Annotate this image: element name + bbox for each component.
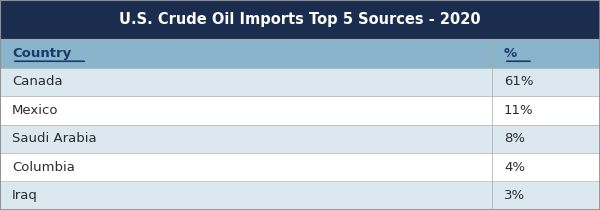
- Text: %: %: [504, 47, 517, 60]
- Text: Country: Country: [12, 47, 71, 60]
- Text: Saudi Arabia: Saudi Arabia: [12, 132, 97, 145]
- Text: U.S. Crude Oil Imports Top 5 Sources - 2020: U.S. Crude Oil Imports Top 5 Sources - 2…: [119, 12, 481, 27]
- Bar: [0, 96, 600, 125]
- Text: Columbia: Columbia: [12, 161, 75, 174]
- Text: Mexico: Mexico: [12, 104, 59, 117]
- Bar: [0, 39, 600, 67]
- Text: Canada: Canada: [12, 75, 62, 88]
- Text: 3%: 3%: [504, 189, 525, 202]
- Bar: [0, 153, 600, 181]
- Bar: [0, 125, 600, 153]
- Text: 61%: 61%: [504, 75, 533, 88]
- Text: Iraq: Iraq: [12, 189, 38, 202]
- Text: 11%: 11%: [504, 104, 533, 117]
- Text: 8%: 8%: [504, 132, 525, 145]
- Text: 4%: 4%: [504, 161, 525, 174]
- Bar: [0, 181, 600, 210]
- Bar: [0, 0, 600, 39]
- Bar: [0, 67, 600, 96]
